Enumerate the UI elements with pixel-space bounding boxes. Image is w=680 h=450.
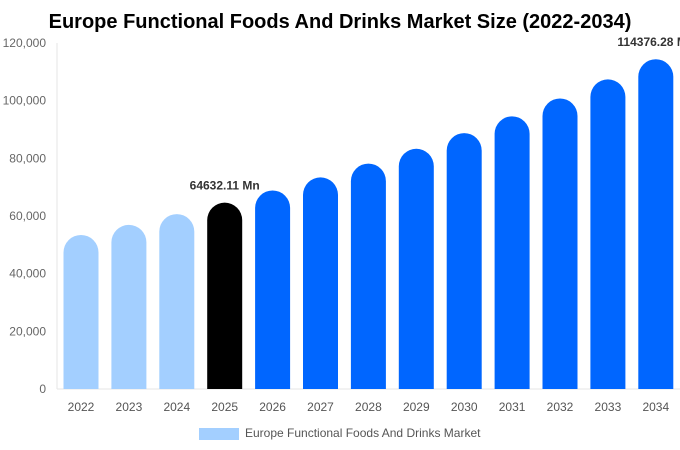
x-tick-label: 2034 [642, 400, 669, 414]
bar-2025[interactable] [207, 202, 243, 389]
x-tick-label: 2027 [307, 400, 334, 414]
x-tick-label: 2033 [595, 400, 622, 414]
chart-title: Europe Functional Foods And Drinks Marke… [49, 11, 632, 33]
bar-2027[interactable] [303, 177, 338, 389]
x-tick-label: 2032 [547, 400, 574, 414]
y-tick-label: 20,000 [9, 324, 46, 338]
bar-2031[interactable] [494, 116, 530, 389]
bar-2022[interactable] [63, 234, 99, 389]
bar-2032[interactable] [542, 98, 578, 389]
x-tick-label: 2031 [499, 400, 526, 414]
y-tick-label: 60,000 [9, 209, 46, 223]
x-tick-label: 2029 [403, 400, 430, 414]
y-tick-label: 0 [39, 382, 46, 396]
x-tick-label: 2028 [355, 400, 382, 414]
bar-2028[interactable] [350, 163, 386, 389]
bar-2029[interactable] [398, 148, 434, 389]
bar-2033[interactable] [590, 79, 626, 389]
legend-label: Europe Functional Foods And Drinks Marke… [245, 426, 481, 440]
bar-2030[interactable] [446, 133, 482, 389]
x-tick-label: 2022 [68, 400, 95, 414]
x-tick-label: 2025 [211, 400, 238, 414]
x-tick-label: 2023 [116, 400, 143, 414]
data-label-2034: 114376.28 Mn [617, 35, 680, 49]
bar-2026[interactable] [255, 190, 291, 389]
x-tick-label: 2024 [163, 400, 190, 414]
y-tick-label: 80,000 [9, 151, 46, 165]
bar-2034[interactable] [638, 59, 674, 389]
bar-2023[interactable] [111, 224, 147, 389]
legend-swatch [199, 428, 239, 440]
bar-2024[interactable] [159, 214, 195, 389]
legend[interactable]: Europe Functional Foods And Drinks Marke… [199, 426, 481, 440]
y-tick-label: 40,000 [9, 267, 46, 281]
data-label-2025: 64632.11 Mn [190, 179, 260, 193]
y-tick-label: 100,000 [3, 94, 47, 108]
x-tick-label: 2030 [451, 400, 478, 414]
y-tick-label: 120,000 [3, 36, 47, 50]
x-tick-label: 2026 [259, 400, 286, 414]
